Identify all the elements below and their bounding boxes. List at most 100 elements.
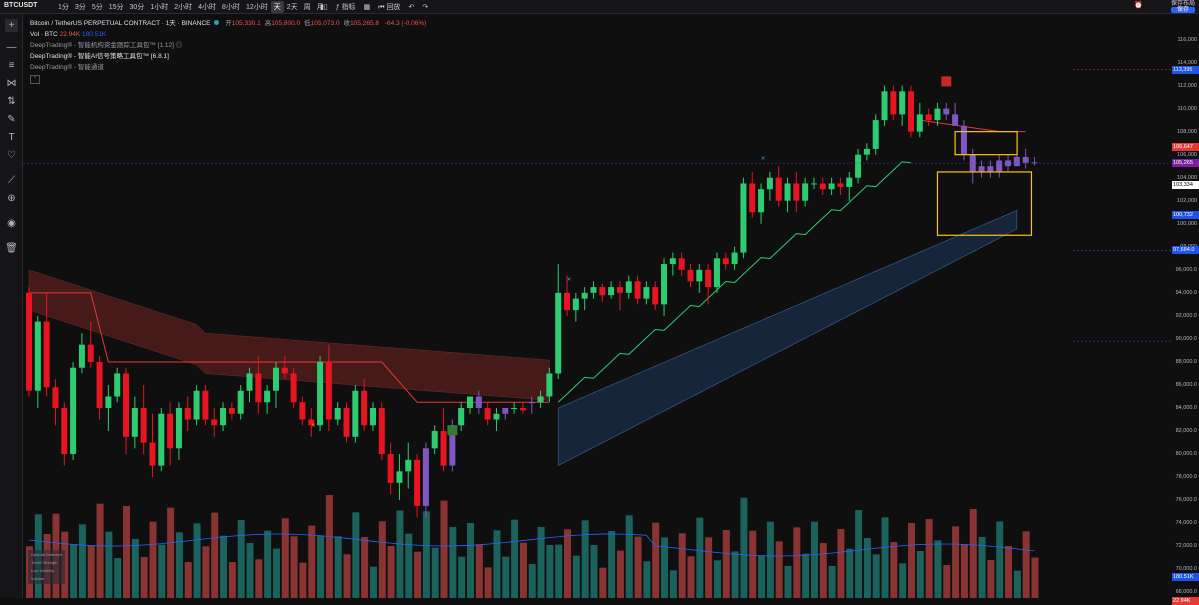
- volume-bar: [969, 509, 977, 598]
- price-tick: 90,000.0: [1175, 335, 1197, 342]
- volume-bar: [175, 532, 183, 598]
- volume-bar: [802, 553, 810, 598]
- volume-bar: [149, 521, 157, 598]
- candle-body: [290, 373, 297, 403]
- timeframe-option[interactable]: 天: [270, 0, 284, 13]
- price-label: 100,732: [1172, 211, 1199, 220]
- candle-body: [511, 408, 518, 409]
- timeframe-option[interactable]: 5分: [91, 3, 103, 11]
- symbol-title: Bitcoin / TetherUS PERPETUAL CONTRACT · …: [30, 20, 211, 27]
- price-scale[interactable]: 116,000 114,000 112,000 110,000 108,000 106,0…: [1172, 28, 1199, 605]
- volume-bar: [246, 543, 254, 598]
- candle-type-icon[interactable]: ▮▯: [320, 3, 328, 11]
- volume-bar: [758, 555, 766, 598]
- volume-bar: [819, 543, 827, 598]
- replay-button[interactable]: ⏮ 回放: [378, 3, 401, 11]
- projection-icon[interactable]: ⇅: [7, 96, 16, 107]
- candle-body: [890, 91, 897, 115]
- candle-body: [687, 269, 694, 282]
- candle-body: [846, 177, 853, 187]
- timeframe-option[interactable]: 30分: [129, 3, 145, 11]
- price-label: 103,334: [1172, 181, 1199, 190]
- timeframe-option[interactable]: 12小时: [245, 3, 268, 11]
- candle-body: [608, 287, 615, 296]
- volume-label: Vol · BTC: [30, 31, 58, 38]
- timeframe-option[interactable]: 周: [303, 3, 311, 11]
- indicators-button[interactable]: ƒ 指标: [335, 3, 356, 11]
- candle-body: [202, 390, 209, 420]
- change-value: -64.3 (-0.06%): [384, 20, 427, 27]
- pattern-icon[interactable]: ⋈: [6, 78, 17, 89]
- volume-bar: [872, 554, 880, 598]
- volume-bar: [590, 545, 598, 598]
- ohlc-key: 低: [304, 20, 311, 27]
- candle-body: [361, 390, 368, 426]
- candle-body: [705, 269, 712, 288]
- candle-body: [325, 361, 332, 420]
- eye-icon[interactable]: ◎: [175, 42, 183, 49]
- redo-icon[interactable]: ↷: [422, 3, 429, 11]
- indicator-2-label[interactable]: DeepTrading® - 智能AI信号策略工具包™ [6.8.1]: [30, 53, 169, 60]
- layout-icon[interactable]: ▦: [363, 3, 371, 11]
- save-layout-button[interactable]: 保存布局 保存: [1170, 1, 1195, 13]
- candle-body: [634, 281, 641, 299]
- candle-body: [599, 287, 606, 296]
- eye-icon[interactable]: ◉: [7, 218, 16, 229]
- symbol-search[interactable]: BTCUSDT: [4, 2, 38, 9]
- volume-bar: [405, 533, 413, 598]
- timeframe-option[interactable]: 月: [316, 3, 324, 11]
- timeframe-option[interactable]: 15分: [108, 3, 124, 11]
- volume-bar: [96, 503, 104, 598]
- price-tick: 88,000.0: [1175, 358, 1197, 365]
- collapse-legend-icon[interactable]: ⌃: [30, 75, 40, 84]
- candle-body: [167, 413, 174, 449]
- price-label: 113,395: [1172, 65, 1199, 74]
- volume-bar: [281, 518, 289, 598]
- volume-bar: [564, 529, 572, 598]
- timeframe-option[interactable]: 2天: [286, 3, 298, 11]
- price-tick: 116,000: [1177, 36, 1197, 43]
- trash-icon[interactable]: 🗑: [5, 243, 18, 254]
- volume-bar: [123, 506, 131, 598]
- timeframe-option[interactable]: 1分: [58, 3, 69, 11]
- trailing-stop-red: [29, 292, 550, 403]
- price-tick: 112,000: [1177, 82, 1197, 89]
- candle-body: [916, 114, 923, 132]
- heart-icon[interactable]: ♡: [7, 150, 16, 161]
- text-icon[interactable]: T: [8, 132, 15, 143]
- volume-bar: [696, 517, 704, 598]
- price-tick: 102,000: [1177, 197, 1197, 204]
- candle-body: [546, 373, 553, 397]
- candle-body: [572, 298, 579, 311]
- price-tick: 78,000.0: [1175, 474, 1197, 481]
- indicator-1-label[interactable]: DeepTrading® - 智能机构资金跟踪工具包™ [1.12]: [30, 42, 174, 49]
- undo-icon[interactable]: ↶: [408, 3, 415, 11]
- indicator-3-label[interactable]: DeepTrading® - 智能通道: [30, 64, 104, 71]
- candle-body: [123, 373, 130, 437]
- candle-body: [1013, 156, 1020, 167]
- brush-icon[interactable]: ✎: [7, 114, 16, 125]
- candle-body: [625, 281, 632, 293]
- volume-bar: [987, 560, 995, 598]
- crosshair-icon[interactable]: +: [5, 19, 18, 32]
- horizontal-line-icon[interactable]: —: [6, 42, 17, 53]
- volume-bar: [422, 511, 430, 598]
- price-tick: 94,000.0: [1175, 289, 1197, 296]
- timeframe-option[interactable]: 3分: [74, 3, 86, 11]
- timeframe-option[interactable]: 2小时: [174, 3, 193, 11]
- volume-bar: [713, 560, 721, 598]
- alert-icon[interactable]: ⏰: [1134, 2, 1143, 9]
- fib-lines-icon[interactable]: ≡: [8, 60, 15, 71]
- candle-body: [661, 264, 668, 305]
- zoom-icon[interactable]: ⊕: [7, 193, 16, 204]
- candle-body: [228, 408, 235, 414]
- candle-body: [758, 189, 765, 213]
- ruler-icon[interactable]: ⟋: [8, 175, 15, 186]
- timeframe-option[interactable]: 8小时: [222, 3, 240, 11]
- timeframe-option[interactable]: 1小时: [150, 3, 169, 11]
- candle-body: [396, 471, 403, 483]
- timeframe-option[interactable]: 4小时: [198, 3, 217, 11]
- price-chart[interactable]: × × ×: [23, 28, 1172, 598]
- volume-bar: [634, 536, 642, 598]
- volume-bar: [705, 537, 713, 598]
